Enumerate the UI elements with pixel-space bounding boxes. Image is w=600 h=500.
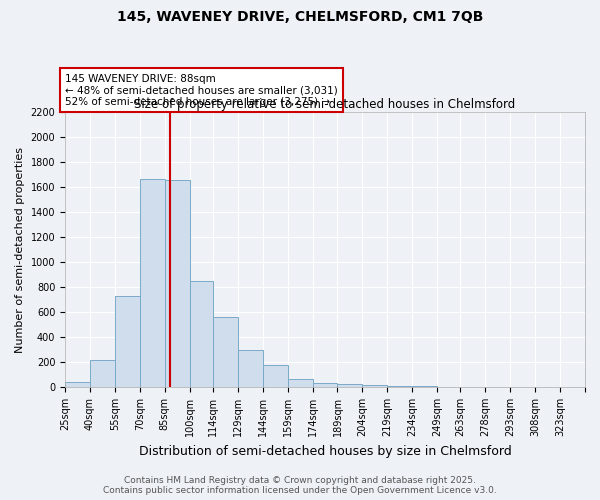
Title: Size of property relative to semi-detached houses in Chelmsford: Size of property relative to semi-detach…: [134, 98, 515, 111]
Bar: [287, 379, 313, 387]
Bar: [90, 360, 115, 387]
Bar: [238, 350, 263, 387]
Bar: [115, 296, 140, 387]
Bar: [263, 365, 287, 387]
Bar: [140, 178, 165, 387]
Bar: [313, 382, 337, 387]
Bar: [412, 386, 437, 387]
Bar: [362, 385, 388, 387]
Text: 145 WAVENEY DRIVE: 88sqm
← 48% of semi-detached houses are smaller (3,031)
52% o: 145 WAVENEY DRIVE: 88sqm ← 48% of semi-d…: [65, 74, 338, 107]
Text: 145, WAVENEY DRIVE, CHELMSFORD, CM1 7QB: 145, WAVENEY DRIVE, CHELMSFORD, CM1 7QB: [117, 10, 483, 24]
X-axis label: Distribution of semi-detached houses by size in Chelmsford: Distribution of semi-detached houses by …: [139, 444, 511, 458]
Y-axis label: Number of semi-detached properties: Number of semi-detached properties: [15, 146, 25, 352]
Bar: [388, 386, 412, 387]
Bar: [65, 382, 90, 387]
Bar: [213, 317, 238, 387]
Text: Contains HM Land Registry data © Crown copyright and database right 2025.
Contai: Contains HM Land Registry data © Crown c…: [103, 476, 497, 495]
Bar: [165, 180, 190, 387]
Bar: [190, 281, 213, 387]
Bar: [337, 384, 362, 387]
